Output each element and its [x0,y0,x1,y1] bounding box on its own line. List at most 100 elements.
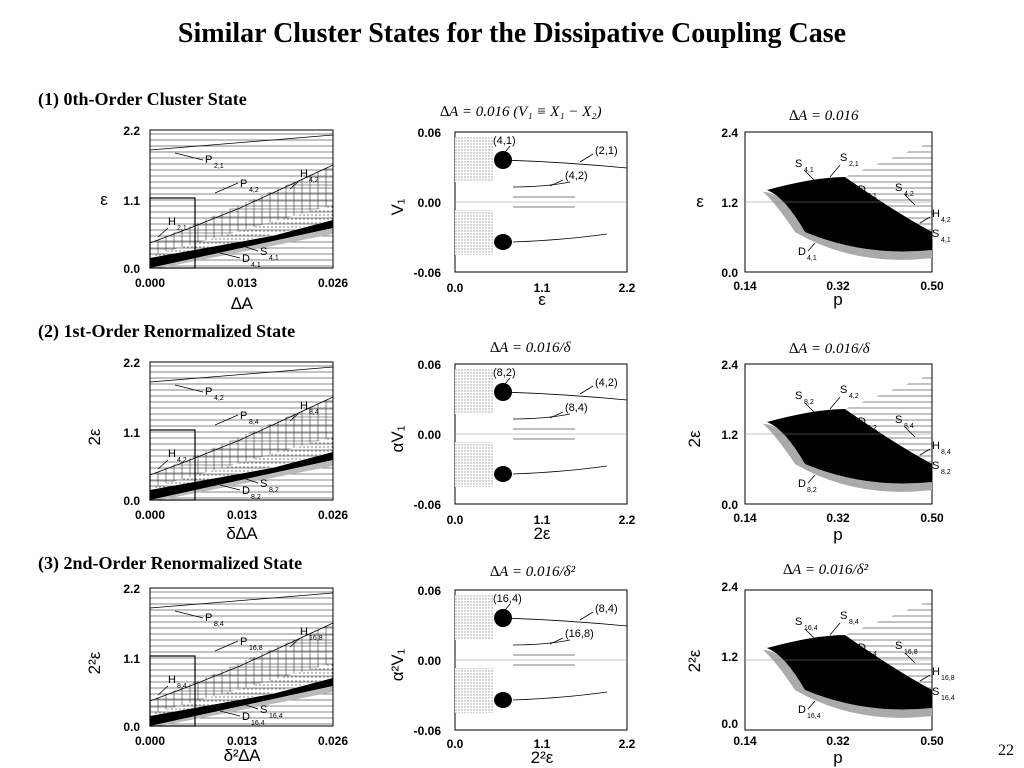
region-label-5: H [876,660,884,672]
row-label-1st-order: (2) 1st-Order Renormalized State [38,321,296,341]
y-tick-mid: 1.2 [721,428,738,442]
arrow-h-upper [289,637,301,648]
gray-band [763,650,932,718]
branch-label-2: (2,1) [595,145,618,157]
branch-curve-mid [512,413,571,420]
gray-band [150,228,333,268]
region-label-6: H [932,666,940,678]
region-label-4-sub: 8,4 [904,423,914,430]
branch-lines-center [513,654,575,666]
region-label-3: D [858,416,866,428]
arrow-h-lower [157,685,169,696]
equation-row2-middle: ∆A = 0.016/δ [490,340,571,356]
y-tick-mid: 0.00 [418,654,442,668]
region-label-3-sub: 4,2 [867,425,877,432]
region-label-8: D [798,478,806,490]
region-label-h-upper: H [300,626,308,638]
row-label-2nd-order: (3) 2nd-Order Renormalized State [38,553,303,573]
branch-curve-mid [512,639,571,646]
y-tick-bottom: 0.0 [721,717,738,731]
region-label-h-upper-sub: 8,4 [309,409,319,416]
region-label-1: S [795,158,802,170]
y-tick-top: 2.4 [721,358,738,372]
y-axis-label: ε [100,190,108,209]
arrow-p-lower [214,182,239,194]
region-label-7-sub: 4,1 [941,237,951,244]
region-label-4: S [895,182,902,194]
phase-diagram-row1-left: P2,1P4,2H4,2H2,1S4,1D4,1 2.2 1.1 0.0 0.0… [100,124,348,313]
y-axis-label: ε [696,192,704,211]
hatched-region [845,374,932,464]
region-label-7: S [932,228,939,240]
arrow-4 [904,652,916,664]
region-label-d-sub: 8,2 [251,494,261,501]
x-tick-right: 0.50 [920,511,944,525]
chaotic-band-upper [455,369,493,414]
region-label-1-sub: 16,4 [804,625,818,632]
region-label-6-sub: 4,2 [941,217,951,224]
y-tick-mid: 1.1 [123,652,140,666]
arrow-h-upper [289,411,301,422]
region-label-s: S [260,246,267,258]
region-label-p-lower: P [240,410,247,422]
y-tick-mid: 1.1 [123,194,140,208]
region-label-4: S [895,414,902,426]
y-tick-top: 2.2 [123,356,140,370]
x-tick-left: 0.000 [135,734,165,748]
region-label-7: S [932,460,939,472]
y-tick-mid: 1.1 [123,426,140,440]
branch-curve-lower [512,233,608,243]
arrow-5 [889,216,901,226]
x-tick-mid: 0.013 [227,276,257,290]
region-label-h-lower: H [168,448,176,460]
upper-boundary-line [149,134,334,151]
y-axis-label: 2²ε [685,649,704,672]
x-tick-right: 2.2 [619,281,636,295]
arrow-branch-1 [504,377,511,385]
branch-curve-lower [512,465,608,475]
boundary-line [149,396,334,476]
y-axis-label: 2ε [85,428,104,445]
hatched-region [845,142,932,232]
chaotic-band-lower [455,668,493,713]
arrow-p-lower [214,414,239,426]
x-tick-left: 0.14 [733,279,757,293]
x-axis-label: p [833,290,842,309]
y-tick-bottom: -0.06 [414,498,442,512]
region-label-h-lower-sub: 8,4 [177,683,187,690]
y-tick-top: 0.06 [418,126,442,140]
branch-label-1: (8,2) [493,367,516,379]
black-region [150,678,333,726]
black-region [150,452,333,500]
arrow-2 [829,164,841,178]
y-axis-label: 2ε [685,430,704,447]
arrow-5 [889,674,901,684]
arrow-s [239,476,259,484]
region-label-p-upper: P [205,612,212,624]
y-tick-top: 2.2 [123,124,140,138]
y-axis-label: V₁ [388,198,407,215]
arrow-h-upper [289,179,301,190]
arrow-p-upper [174,610,204,619]
gray-band [763,192,932,260]
gray-band [150,686,333,726]
region-label-5-sub: 4,2 [885,443,895,450]
region-label-4-sub: 4,2 [904,191,914,198]
arrow-4 [904,194,916,206]
region-label-d-sub: 4,1 [251,262,261,269]
region-label-2-sub: 4,2 [849,393,859,400]
x-tick-mid: 0.32 [826,279,850,293]
x-tick-left: 0.000 [135,508,165,522]
region-label-p-lower: P [240,636,247,648]
hatched-region [845,600,932,690]
branch-lines-center [513,428,575,440]
branch-label-3: (4,2) [565,170,588,182]
branch-curve-upper [502,391,628,401]
region-label-p-upper-sub: 2,1 [214,163,224,170]
x-axis-label: p [833,525,842,544]
region-label-1: S [795,616,802,628]
region-label-p-lower-sub: 8,4 [249,419,259,426]
y-tick-top: 0.06 [418,584,442,598]
region-label-p-upper: P [205,386,212,398]
